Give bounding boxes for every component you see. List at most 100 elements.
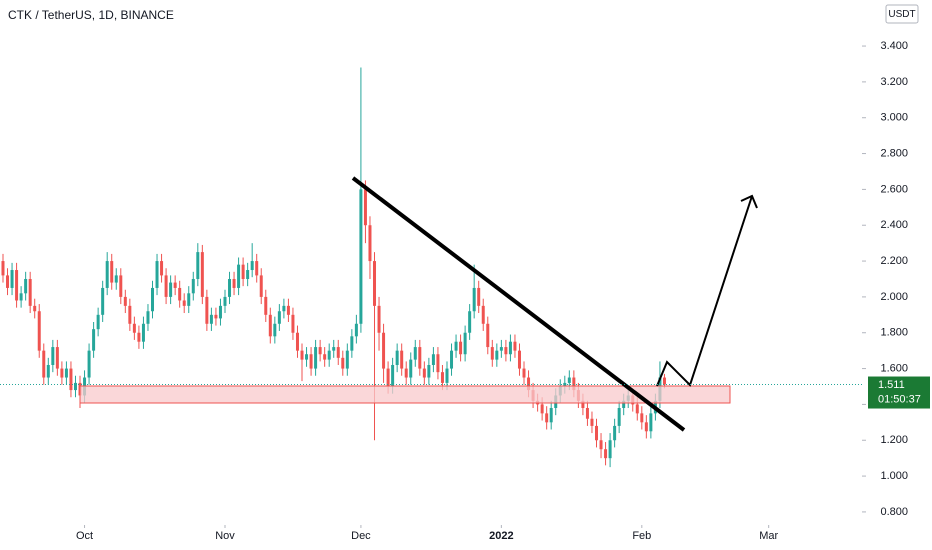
candle-body: [123, 296, 127, 306]
candle-body: [391, 364, 395, 387]
candle-body: [28, 278, 32, 306]
candle-body: [259, 275, 263, 297]
y-tick-label: 1.800: [880, 327, 908, 339]
candle-body: [359, 189, 363, 324]
candle-body: [282, 305, 286, 312]
candle-body: [187, 293, 191, 306]
candle-body: [295, 332, 299, 351]
candle-body: [218, 305, 222, 319]
candle-body: [69, 368, 73, 391]
candle-body: [508, 341, 512, 355]
candle-body: [286, 305, 290, 315]
candle-body: [173, 282, 177, 288]
candle-body: [42, 350, 46, 378]
candle-body: [268, 314, 272, 337]
y-tick-label: 2.600: [880, 183, 908, 195]
candle-body: [662, 377, 666, 385]
candle-body: [46, 364, 50, 378]
candle-body: [386, 368, 390, 387]
candle-body: [422, 368, 426, 378]
candle-body: [336, 347, 340, 358]
candle-body: [354, 323, 358, 337]
candle-body: [146, 311, 150, 324]
candle-body: [318, 347, 322, 355]
candle-body: [363, 189, 367, 226]
y-tick-label: 3.200: [880, 76, 908, 88]
y-tick-label: 0.800: [880, 506, 908, 518]
candle-body: [622, 400, 626, 408]
x-tick-label: Mar: [759, 530, 778, 542]
candle-body: [517, 350, 521, 369]
candle-body: [472, 287, 476, 312]
candle-body: [644, 422, 648, 432]
candle-body: [581, 400, 585, 408]
candle-body: [572, 377, 576, 391]
candle-body: [604, 449, 608, 459]
candle-body: [105, 261, 109, 288]
x-tick-label: Feb: [632, 530, 651, 542]
candle-body: [300, 350, 304, 360]
candle-body: [137, 332, 141, 342]
candle-body: [277, 311, 281, 324]
candle-body: [200, 252, 204, 297]
y-tick-label: 1.200: [880, 434, 908, 446]
candle-body: [55, 347, 59, 369]
candle-body: [6, 275, 10, 288]
candle-body: [350, 336, 354, 351]
x-tick-label: Oct: [76, 530, 93, 542]
plot-area: [1, 67, 666, 468]
candle-body: [214, 314, 218, 319]
candle-body: [649, 413, 653, 432]
candle-body: [15, 270, 19, 301]
projection-arrow: [656, 195, 753, 387]
candle-body: [368, 225, 372, 262]
candle-body: [613, 425, 617, 441]
candle-body: [51, 347, 55, 365]
candle-body: [436, 354, 440, 373]
candle-body: [305, 354, 309, 360]
candle-body: [382, 332, 386, 369]
candle-body: [73, 382, 77, 391]
candle-body: [205, 296, 209, 324]
y-tick-label: 1.600: [880, 362, 908, 374]
candle-body: [87, 350, 91, 378]
x-tick-label: Dec: [351, 530, 371, 542]
candle-body: [400, 350, 404, 369]
candle-body: [110, 261, 114, 283]
candle-body: [395, 350, 399, 365]
candle-body: [114, 275, 118, 283]
y-tick-label: 2.400: [880, 219, 908, 231]
candle-body: [314, 347, 318, 369]
candle-body: [246, 270, 250, 279]
candle-body: [178, 287, 182, 301]
y-tick-label: 1.000: [880, 470, 908, 482]
currency-box[interactable]: [885, 4, 919, 24]
candle-body: [223, 296, 227, 306]
candle-body: [413, 347, 417, 360]
candle-body: [549, 407, 553, 423]
y-tick-label: 2.000: [880, 291, 908, 303]
candle-body: [160, 261, 164, 276]
candle-body: [191, 278, 195, 294]
candle-body: [431, 354, 435, 365]
candle-body: [182, 300, 186, 306]
candle-body: [151, 287, 155, 312]
candle-body: [128, 305, 132, 324]
candle-body: [590, 418, 594, 426]
candle-body: [499, 347, 503, 351]
candle-body: [264, 296, 268, 315]
candle-body: [33, 305, 37, 312]
y-tick-label: 3.400: [880, 40, 908, 52]
candle-body: [92, 329, 96, 351]
candle-body: [527, 377, 531, 391]
currency-label[interactable]: USDT: [888, 9, 915, 20]
trend-line: [351, 176, 686, 432]
candle-body: [155, 261, 159, 288]
candle-body: [540, 404, 544, 414]
candle-body: [454, 341, 458, 351]
x-tick-label: Nov: [215, 530, 235, 542]
candle-body: [196, 252, 200, 279]
candle-body: [164, 275, 168, 297]
